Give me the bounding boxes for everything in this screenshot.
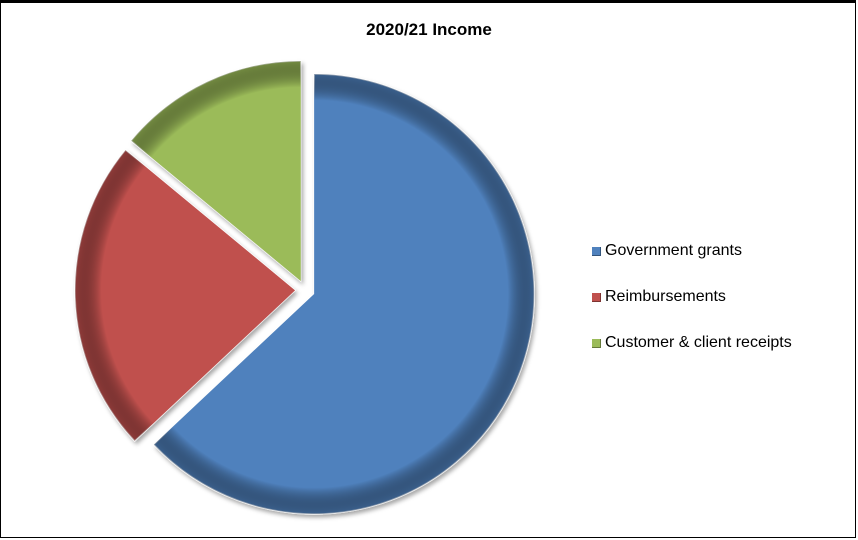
legend-item-customer-client-receipts: Customer & client receipts	[592, 320, 792, 366]
legend-item-government-grants: Government grants	[592, 228, 792, 274]
pie-slice-shading	[75, 150, 296, 441]
legend-swatch	[592, 339, 601, 348]
legend-swatch	[592, 293, 601, 302]
legend-label: Government grants	[605, 242, 742, 259]
pie-slice-shading	[131, 60, 301, 281]
pie-slice-shading	[153, 73, 535, 514]
legend-label: Reimbursements	[605, 288, 726, 305]
legend-item-reimbursements: Reimbursements	[592, 274, 792, 320]
legend-label: Customer & client receipts	[605, 334, 792, 351]
legend: Government grants Reimbursements Custome…	[592, 228, 792, 366]
chart-title: 2020/21 Income	[366, 20, 492, 39]
legend-swatch	[592, 247, 601, 256]
